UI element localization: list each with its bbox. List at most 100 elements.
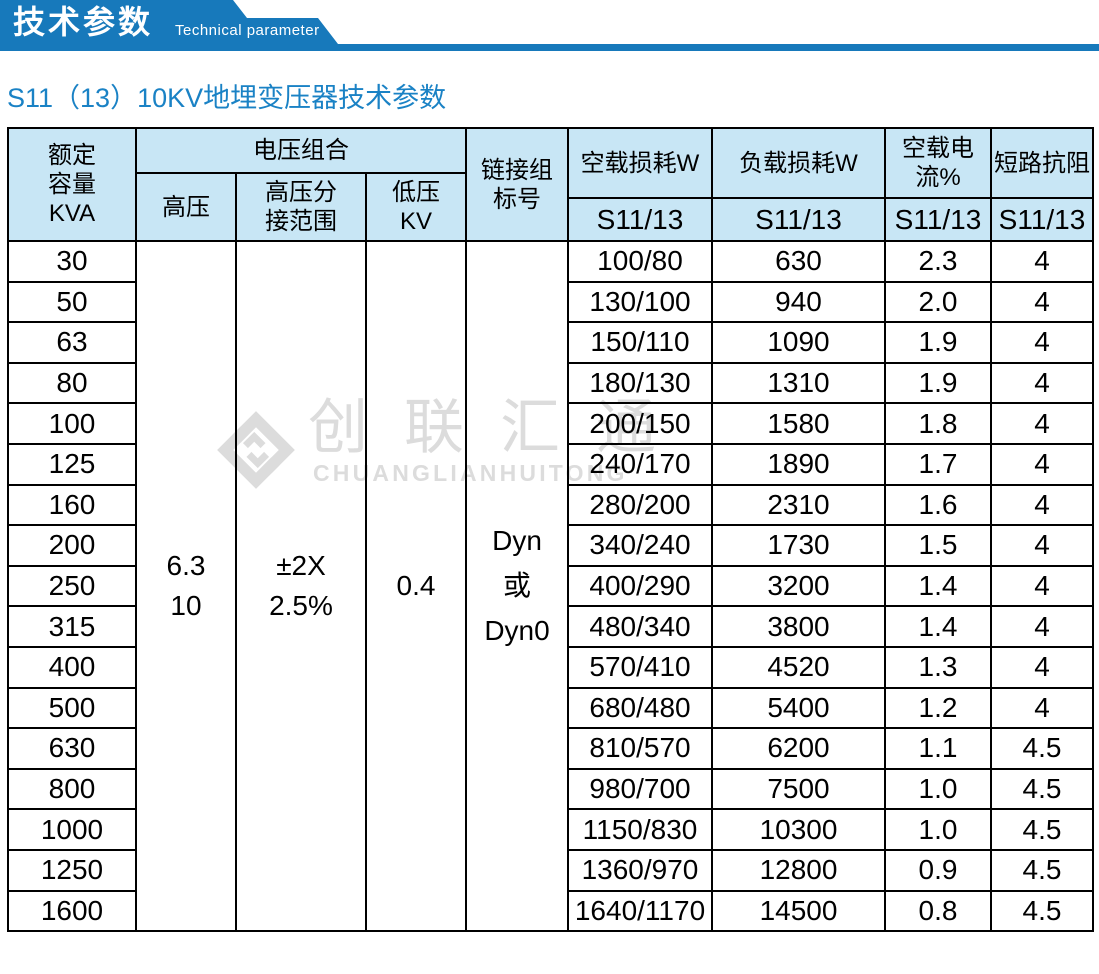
cell-no-load-current: 1.1 xyxy=(884,727,992,770)
cell-kva: 1000 xyxy=(7,808,137,851)
cell-no-load-current: 1.8 xyxy=(884,402,992,445)
cell-impedance: 4 xyxy=(990,524,1094,567)
cell-no-load-current: 1.3 xyxy=(884,645,992,689)
cell-impedance: 4.5 xyxy=(990,727,1094,770)
cell-no-load-loss: 480/340 xyxy=(567,605,713,648)
cell-no-load-current: 1.2 xyxy=(884,686,992,730)
merged-line: 2.5% xyxy=(269,590,333,622)
cell-no-load-loss: 1360/970 xyxy=(567,848,713,892)
cell-kva: 500 xyxy=(7,686,137,730)
cell-load-loss: 1890 xyxy=(711,442,886,486)
header-line: KV xyxy=(399,208,432,235)
cell-load-loss: 630 xyxy=(711,240,886,283)
cell-no-load-loss: 200/150 xyxy=(567,402,713,445)
cell-impedance: 4.5 xyxy=(990,767,1094,811)
merged-line: 6.3 xyxy=(166,550,206,582)
cell-impedance: 4 xyxy=(990,321,1094,364)
table-row: 500 680/480 5400 1.2 4 xyxy=(7,686,1094,730)
header-lv: 低压 KV xyxy=(365,172,467,242)
header-line: 接范围 xyxy=(265,208,337,235)
header-load-loss: 负载损耗W xyxy=(711,127,886,199)
cell-load-loss: 1090 xyxy=(711,321,886,364)
cell-no-load-current: 1.4 xyxy=(884,564,992,608)
table-row: 1000 1150/830 10300 1.0 4.5 xyxy=(7,808,1094,851)
header-rated-capacity: 额定 容量 KVA xyxy=(7,127,137,242)
table-row: 125 240/170 1890 1.7 4 xyxy=(7,442,1094,486)
merged-line: Dyn0 xyxy=(484,615,550,647)
header-no-load-current: 空载电流% xyxy=(884,127,992,199)
cell-no-load-loss: 240/170 xyxy=(567,442,713,486)
cell-impedance: 4 xyxy=(990,361,1094,405)
merged-line: Dyn xyxy=(492,525,542,557)
header-line: 链接组 xyxy=(481,156,553,184)
table-row: 200 340/240 1730 1.5 4 xyxy=(7,524,1094,567)
cell-load-loss: 7500 xyxy=(711,767,886,811)
spec-table: 额定 容量 KVA 电压组合 链接组 标号 空载损耗W 负载损耗W 空载电流% … xyxy=(7,127,1094,933)
cell-kva: 1250 xyxy=(7,848,137,892)
table-row: 800 980/700 7500 1.0 4.5 xyxy=(7,767,1094,811)
cell-no-load-loss: 570/410 xyxy=(567,645,713,689)
cell-kva: 100 xyxy=(7,402,137,445)
table-row: 160 280/200 2310 1.6 4 xyxy=(7,483,1094,527)
cell-kva: 160 xyxy=(7,483,137,527)
cell-load-loss: 4520 xyxy=(711,645,886,689)
cell-no-load-current: 1.5 xyxy=(884,524,992,567)
cell-impedance: 4 xyxy=(990,240,1094,283)
cell-no-load-current: 1.9 xyxy=(884,361,992,405)
cell-impedance: 4 xyxy=(990,280,1094,324)
cell-no-load-current: 1.4 xyxy=(884,605,992,648)
cell-no-load-loss: 100/80 xyxy=(567,240,713,283)
table-row: 100 200/150 1580 1.8 4 xyxy=(7,402,1094,445)
cell-impedance: 4 xyxy=(990,605,1094,648)
cell-load-loss: 3200 xyxy=(711,564,886,608)
header-model-load: S11/13 xyxy=(711,197,886,242)
cell-impedance: 4.5 xyxy=(990,808,1094,851)
cell-kva: 630 xyxy=(7,727,137,770)
table-row: 63 150/110 1090 1.9 4 xyxy=(7,321,1094,364)
table-row: 250 400/290 3200 1.4 4 xyxy=(7,564,1094,608)
header-line: KVA xyxy=(48,200,96,227)
cell-kva: 315 xyxy=(7,605,137,648)
cell-load-loss: 14500 xyxy=(711,889,886,933)
table-row: 630 810/570 6200 1.1 4.5 xyxy=(7,727,1094,770)
cell-kva: 800 xyxy=(7,767,137,811)
table-row: 50 130/100 940 2.0 4 xyxy=(7,280,1094,324)
cell-impedance: 4.5 xyxy=(990,889,1094,933)
cell-load-loss: 3800 xyxy=(711,605,886,648)
merged-line: 或 xyxy=(502,570,531,602)
cell-load-loss: 2310 xyxy=(711,483,886,527)
cell-kva: 1600 xyxy=(7,889,137,933)
cell-no-load-current: 0.8 xyxy=(884,889,992,933)
cell-load-loss: 10300 xyxy=(711,808,886,851)
cell-kva: 50 xyxy=(7,280,137,324)
header-connection-group: 链接组 标号 xyxy=(465,127,569,242)
cell-no-load-current: 2.0 xyxy=(884,280,992,324)
header-no-load-loss: 空载损耗W xyxy=(567,127,713,199)
cell-no-load-loss: 180/130 xyxy=(567,361,713,405)
header-line: 高压分 xyxy=(265,179,337,206)
cell-impedance: 4 xyxy=(990,645,1094,689)
cell-no-load-current: 2.3 xyxy=(884,240,992,283)
cell-no-load-current: 1.7 xyxy=(884,442,992,486)
cell-no-load-current: 0.9 xyxy=(884,848,992,892)
table-body: 30 6.3 10 ±2X 2.5% 0.4 Dyn 或 Dyn0 100/80 630 2.3 4 50… xyxy=(7,239,1094,933)
table-row: 315 480/340 3800 1.4 4 xyxy=(7,605,1094,648)
table-row: 80 180/130 1310 1.9 4 xyxy=(7,361,1094,405)
header-line: 低压 xyxy=(392,179,440,206)
cell-no-load-current: 1.0 xyxy=(884,767,992,811)
page-title: S11（13）10KV地埋变压器技术参数 xyxy=(7,83,447,113)
cell-kva: 400 xyxy=(7,645,137,689)
cell-no-load-current: 1.6 xyxy=(884,483,992,527)
banner-subtitle: Technical parameter xyxy=(175,22,320,39)
banner-title: 技术参数 xyxy=(13,4,154,40)
cell-load-loss: 1580 xyxy=(711,402,886,445)
cell-load-loss: 6200 xyxy=(711,727,886,770)
cell-no-load-loss: 1150/830 xyxy=(567,808,713,851)
cell-no-load-loss: 130/100 xyxy=(567,280,713,324)
cell-impedance: 4 xyxy=(990,442,1094,486)
section-banner: 技术参数 Technical parameter xyxy=(0,0,1099,51)
cell-no-load-loss: 280/200 xyxy=(567,483,713,527)
cell-load-loss: 5400 xyxy=(711,686,886,730)
header-model-current: S11/13 xyxy=(884,197,992,242)
cell-impedance: 4 xyxy=(990,564,1094,608)
